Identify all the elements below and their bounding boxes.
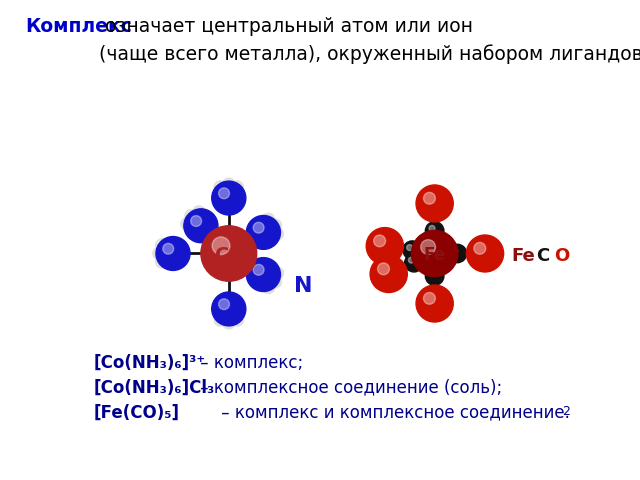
Circle shape xyxy=(223,317,235,329)
Circle shape xyxy=(265,216,269,220)
Circle shape xyxy=(265,284,269,288)
Circle shape xyxy=(403,241,422,259)
Circle shape xyxy=(269,219,282,231)
Circle shape xyxy=(452,248,458,254)
Circle shape xyxy=(448,244,467,263)
Circle shape xyxy=(234,183,237,187)
Circle shape xyxy=(408,257,414,263)
Circle shape xyxy=(212,237,230,254)
Circle shape xyxy=(153,247,165,260)
Circle shape xyxy=(378,263,390,275)
Circle shape xyxy=(212,292,246,326)
Text: – комплексное соединение (соль);: – комплексное соединение (соль); xyxy=(195,379,502,396)
Circle shape xyxy=(269,276,282,288)
Circle shape xyxy=(404,253,423,272)
Circle shape xyxy=(183,220,188,224)
Circle shape xyxy=(246,216,280,250)
Circle shape xyxy=(181,218,193,230)
Circle shape xyxy=(424,292,435,304)
Circle shape xyxy=(158,241,162,245)
Circle shape xyxy=(253,264,264,275)
Circle shape xyxy=(156,237,190,270)
Circle shape xyxy=(271,228,284,240)
Circle shape xyxy=(156,250,159,254)
Circle shape xyxy=(429,226,435,231)
Circle shape xyxy=(219,188,230,199)
Circle shape xyxy=(225,180,229,184)
Text: Co: Co xyxy=(215,246,243,264)
Circle shape xyxy=(271,278,276,282)
Circle shape xyxy=(184,209,218,243)
Circle shape xyxy=(424,192,435,204)
Circle shape xyxy=(163,243,173,254)
Circle shape xyxy=(246,258,280,291)
Text: 2: 2 xyxy=(562,405,570,418)
Circle shape xyxy=(366,228,403,264)
Text: O: O xyxy=(554,247,569,265)
Text: [Co(NH₃)₆]Cl₃: [Co(NH₃)₆]Cl₃ xyxy=(94,379,215,396)
Circle shape xyxy=(193,206,205,218)
Circle shape xyxy=(416,185,453,222)
Circle shape xyxy=(234,316,237,320)
Circle shape xyxy=(273,230,278,234)
Circle shape xyxy=(156,256,168,268)
Text: N: N xyxy=(294,276,313,296)
Circle shape xyxy=(201,226,257,281)
Text: C: C xyxy=(536,247,549,265)
Circle shape xyxy=(195,208,199,212)
Text: [Fe(CO)₅]: [Fe(CO)₅] xyxy=(94,403,180,421)
Circle shape xyxy=(214,181,227,193)
Text: Fe: Fe xyxy=(511,247,535,265)
Circle shape xyxy=(420,240,436,254)
Circle shape xyxy=(467,235,504,272)
Circle shape xyxy=(262,213,275,226)
Text: Fe: Fe xyxy=(424,246,445,264)
Circle shape xyxy=(271,221,276,226)
Circle shape xyxy=(262,281,275,294)
Circle shape xyxy=(429,270,435,276)
Circle shape xyxy=(223,178,235,191)
Circle shape xyxy=(412,230,458,276)
Circle shape xyxy=(225,319,229,323)
Circle shape xyxy=(253,222,264,233)
Circle shape xyxy=(231,181,243,193)
Circle shape xyxy=(426,267,444,285)
Circle shape xyxy=(273,269,278,274)
Circle shape xyxy=(426,222,444,240)
Circle shape xyxy=(216,183,221,187)
Text: – комплекс и комплексное соединение.: – комплекс и комплексное соединение. xyxy=(195,403,570,421)
Circle shape xyxy=(156,239,168,251)
Circle shape xyxy=(185,210,197,222)
Circle shape xyxy=(219,299,230,310)
Circle shape xyxy=(416,285,453,322)
Circle shape xyxy=(474,242,486,254)
Text: Комплекс: Комплекс xyxy=(26,17,132,36)
Circle shape xyxy=(216,316,221,320)
Circle shape xyxy=(212,181,246,215)
Circle shape xyxy=(271,267,284,279)
Circle shape xyxy=(188,212,191,216)
Circle shape xyxy=(231,314,243,326)
Text: [Co(NH₃)₆]³⁺: [Co(NH₃)₆]³⁺ xyxy=(94,354,206,372)
Circle shape xyxy=(158,258,162,262)
Circle shape xyxy=(374,235,385,247)
Circle shape xyxy=(214,314,227,326)
Circle shape xyxy=(370,255,407,292)
Text: означает центральный атом или ион
(чаще всего металла), окруженный набором лиган: означает центральный атом или ион (чаще … xyxy=(99,17,640,64)
Circle shape xyxy=(406,245,413,251)
Text: – комплекс;: – комплекс; xyxy=(195,354,303,372)
Circle shape xyxy=(191,216,202,227)
